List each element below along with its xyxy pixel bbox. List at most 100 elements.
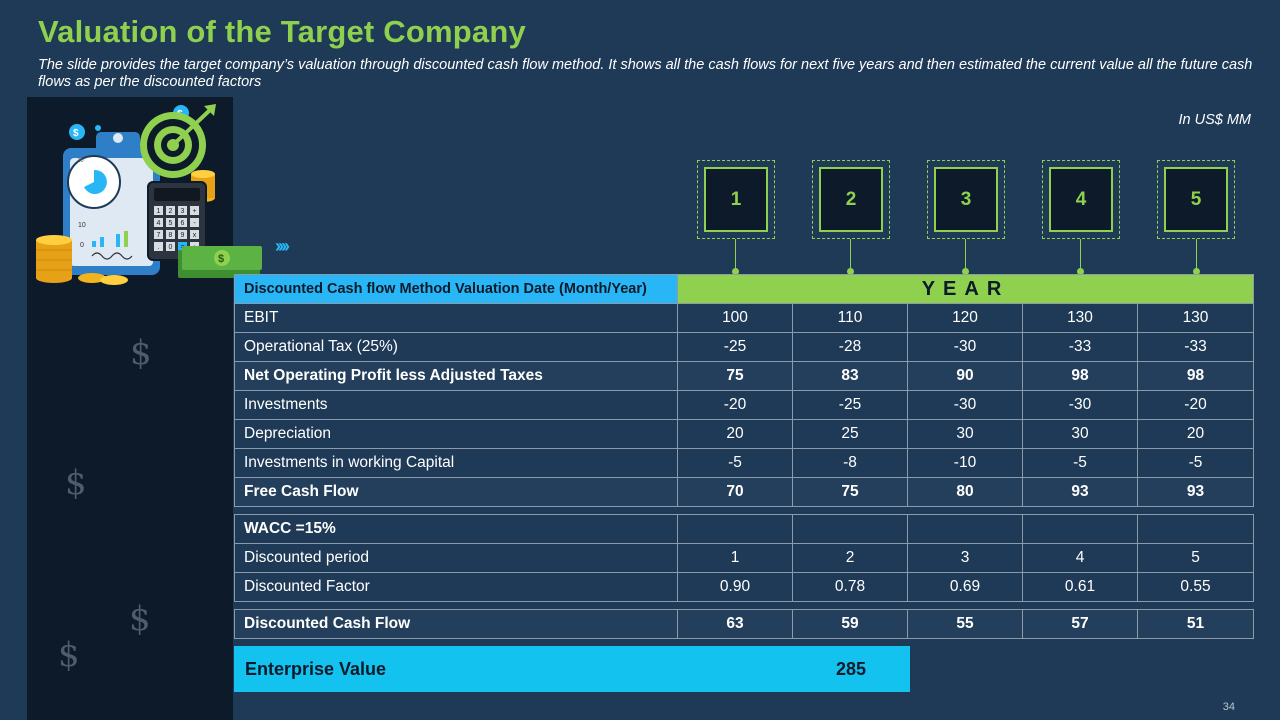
dcf-table: Discounted Cash Flow 63 59 55 57 51: [234, 609, 1254, 639]
calc-key: 0: [169, 244, 173, 251]
coin-pile-icon: [36, 235, 128, 285]
year-box-4: 4: [1042, 160, 1120, 239]
enterprise-value-amount: 285: [836, 659, 867, 679]
dollar-sign-icon: $: [58, 635, 80, 675]
arrows-icon: ››››: [275, 236, 290, 256]
cell: 130: [1136, 303, 1255, 333]
page-number: 34: [1222, 701, 1235, 713]
calc-key: x: [193, 232, 197, 239]
row-label: Investments in working Capital: [234, 448, 678, 478]
row-label: Discounted period: [234, 543, 678, 573]
connector-dot: [1193, 268, 1200, 275]
cell: 25: [792, 419, 908, 449]
calc-key: +: [192, 208, 196, 215]
cell: -5: [1022, 448, 1138, 478]
enterprise-value-bar: Enterprise Value 285: [234, 646, 910, 692]
cell: 0.90: [677, 572, 793, 602]
connector-line: [850, 239, 851, 271]
header-label: Discounted Cash flow Method Valuation Da…: [234, 274, 678, 304]
table-row: Net Operating Profit less Adjusted Taxes…: [234, 361, 1255, 391]
header-year: YEAR: [676, 274, 1255, 304]
cash-flow-table: Discounted Cash flow Method Valuation Da…: [234, 274, 1255, 507]
cell: 80: [907, 477, 1023, 507]
table-row: Discounted Cash Flow 63 59 55 57 51: [234, 609, 1254, 639]
cell: 98: [1136, 361, 1255, 391]
connector-dot: [962, 268, 969, 275]
calc-key: .: [158, 244, 160, 251]
cell: -30: [1022, 390, 1138, 420]
cell: -20: [677, 390, 793, 420]
cell: 120: [907, 303, 1023, 333]
year-box-3: 3: [927, 160, 1005, 239]
cell: 75: [677, 361, 793, 391]
wacc-table: WACC =15% Discounted period 1 2 3 4 5 Di…: [234, 514, 1254, 602]
connector-dot: [847, 268, 854, 275]
cell: -30: [907, 390, 1023, 420]
cell: -28: [792, 332, 908, 362]
cell: 5: [1137, 543, 1254, 573]
cell: -5: [1136, 448, 1255, 478]
connector-line: [965, 239, 966, 271]
finance-illustration: 20 10 0 $ $ 1 2 3 + 4 5 6 -: [36, 104, 262, 285]
row-label: Free Cash Flow: [234, 477, 678, 507]
table-row: Discounted Factor 0.90 0.78 0.69 0.61 0.…: [234, 572, 1254, 602]
cell: 59: [792, 609, 908, 639]
table-row: Discounted period 1 2 3 4 5: [234, 543, 1254, 573]
slide-title: Valuation of the Target Company: [38, 14, 526, 49]
cell: 20: [677, 419, 793, 449]
table-row: Investments -20 -25 -30 -30 -20: [234, 390, 1255, 420]
cell: [907, 514, 1023, 544]
connector-dot: [1077, 268, 1084, 275]
cell: 51: [1137, 609, 1254, 639]
cell: -20: [1136, 390, 1255, 420]
year-box-5: 5: [1157, 160, 1235, 239]
connector-line: [735, 239, 736, 271]
cell: -10: [907, 448, 1023, 478]
cell: 4: [1022, 543, 1138, 573]
cell: -25: [792, 390, 908, 420]
axis-tick: 10: [78, 222, 86, 229]
calc-key: 6: [181, 220, 185, 227]
cell: 30: [907, 419, 1023, 449]
calc-key: -: [193, 220, 196, 227]
cell: 55: [907, 609, 1023, 639]
cell: [1137, 514, 1254, 544]
dollar-sign-icon: $: [65, 463, 87, 503]
axis-tick: 20: [78, 158, 84, 164]
cell: 0.78: [792, 572, 908, 602]
unit-note: In US$ MM: [1178, 112, 1251, 128]
cell: 100: [677, 303, 793, 333]
year-box-1: 1: [697, 160, 775, 239]
cell: -30: [907, 332, 1023, 362]
cell: 30: [1022, 419, 1138, 449]
enterprise-value-label: Enterprise Value: [245, 659, 387, 679]
cash-bundle-icon: $: [178, 246, 262, 278]
calculator-icon: 1 2 3 + 4 5 6 - 7 8 9 x . 0 = ÷: [147, 181, 207, 261]
axis-tick: 0: [80, 242, 84, 249]
cell: 3: [907, 543, 1023, 573]
cell: 2: [792, 543, 908, 573]
calc-key: 7: [157, 232, 161, 239]
row-label: Net Operating Profit less Adjusted Taxes: [234, 361, 678, 391]
cell: 63: [677, 609, 793, 639]
cell: -25: [677, 332, 793, 362]
year-box-2: 2: [812, 160, 890, 239]
cell: 1: [677, 543, 793, 573]
calc-key: 2: [169, 208, 173, 215]
connector-dot: [732, 268, 739, 275]
calc-key: 1: [157, 208, 161, 215]
connector-line: [1196, 239, 1197, 271]
cell: [1022, 514, 1138, 544]
table-row: Free Cash Flow 70 75 80 93 93: [234, 477, 1255, 507]
connector-line: [1080, 239, 1081, 271]
cell: 83: [792, 361, 908, 391]
table-row: Depreciation 20 25 30 30 20: [234, 419, 1255, 449]
cell: 93: [1022, 477, 1138, 507]
slide-subtitle: The slide provides the target company’s …: [38, 57, 1253, 90]
row-label: WACC =15%: [234, 514, 678, 544]
cell: 75: [792, 477, 908, 507]
calc-key: 5: [169, 220, 173, 227]
table-row: Operational Tax (25%) -25 -28 -30 -33 -3…: [234, 332, 1255, 362]
cell: -33: [1022, 332, 1138, 362]
row-label: Discounted Cash Flow: [234, 609, 678, 639]
